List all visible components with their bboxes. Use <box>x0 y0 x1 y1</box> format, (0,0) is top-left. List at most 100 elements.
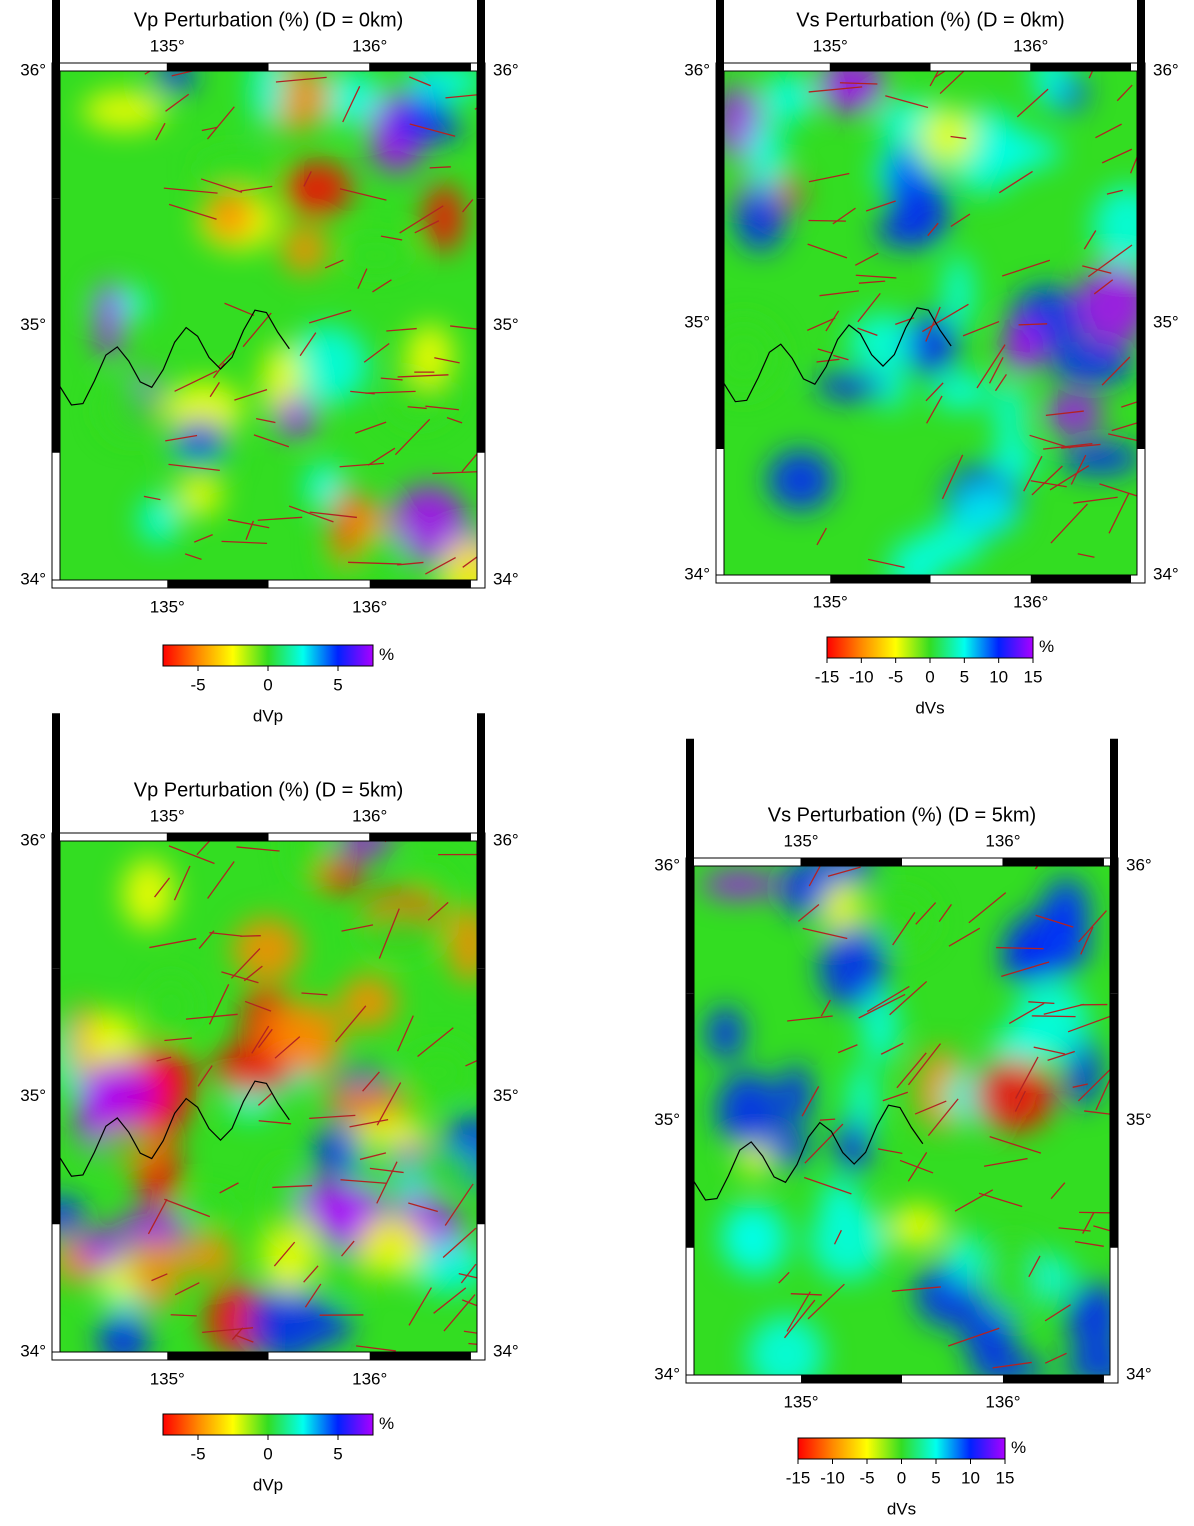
frame-segment <box>1003 1375 1104 1383</box>
y-tick-label: 36° <box>1126 855 1152 874</box>
y-tick-label: 34° <box>654 1364 680 1383</box>
colorbar-tick-label: 5 <box>931 1468 940 1487</box>
anomaly <box>816 371 886 400</box>
frame-segment <box>1031 63 1131 71</box>
colorbar-tick-label: 5 <box>960 667 969 686</box>
y-tick-label: 34° <box>1153 564 1179 583</box>
colorbar-tick-label: -5 <box>859 1468 874 1487</box>
x-tick-label: 135° <box>150 1369 185 1388</box>
anomaly <box>268 1163 301 1241</box>
frame-segment <box>167 63 268 71</box>
x-tick-label: 136° <box>352 36 387 55</box>
anomaly <box>81 1060 157 1128</box>
anomaly <box>1002 318 1043 376</box>
anomaly <box>889 538 942 597</box>
frame-segment <box>477 0 485 198</box>
frame-segment <box>167 580 268 588</box>
anomaly <box>707 1006 745 1060</box>
map-panel: Vs Perturbation (%) (D = 5km)135°135°136… <box>654 739 1151 1519</box>
map-panel: Vp Perturbation (%) (D = 0km)135°135°136… <box>20 0 518 725</box>
frame-segment <box>1110 739 1118 994</box>
frame-segment <box>1110 993 1118 1248</box>
x-tick-label: 135° <box>150 806 185 825</box>
anomaly <box>251 48 285 127</box>
fault-line <box>1032 1016 1076 1017</box>
panel-title: Vp Perturbation (%) (D = 5km) <box>134 779 404 801</box>
anomaly <box>406 324 454 387</box>
y-tick-label: 35° <box>493 315 519 334</box>
anomaly <box>747 120 785 195</box>
colorbar-tick-label: 5 <box>333 1444 342 1463</box>
x-tick-label: 136° <box>1013 592 1048 611</box>
anomaly <box>889 1204 946 1248</box>
colorbar-tick-label: 0 <box>263 675 272 694</box>
velocity-field <box>694 845 1138 1393</box>
x-tick-label: 136° <box>1013 36 1048 55</box>
anomaly <box>716 1072 781 1148</box>
anomaly <box>360 907 439 960</box>
x-tick-label: 136° <box>352 1369 387 1388</box>
y-tick-label: 36° <box>684 60 710 79</box>
y-tick-label: 34° <box>684 564 710 583</box>
anomaly <box>974 1058 1055 1132</box>
y-tick-label: 35° <box>493 1086 519 1105</box>
x-tick-label: 135° <box>813 592 848 611</box>
colorbar-tick-label: 0 <box>897 1468 906 1487</box>
anomaly <box>405 1045 473 1101</box>
frame-segment <box>167 1352 268 1360</box>
frame-segment <box>801 858 902 866</box>
frame-segment <box>477 713 485 969</box>
frame-segment <box>370 63 471 71</box>
colorbar-tick-label: 0 <box>263 1444 272 1463</box>
y-tick-label: 35° <box>1153 312 1179 331</box>
frame-segment <box>1031 575 1131 583</box>
anomaly <box>281 224 328 274</box>
colorbar-unit: % <box>1039 637 1054 656</box>
x-tick-label: 135° <box>150 597 185 616</box>
anomaly <box>205 189 253 241</box>
y-tick-label: 35° <box>1126 1110 1152 1129</box>
anomaly <box>196 154 275 185</box>
panel-title: Vs Perturbation (%) (D = 0km) <box>796 9 1064 31</box>
colorbar <box>798 1438 1005 1459</box>
anomaly <box>954 487 1018 537</box>
x-tick-label: 135° <box>150 36 185 55</box>
frame-segment <box>477 198 485 453</box>
y-tick-label: 34° <box>20 569 46 588</box>
y-tick-label: 35° <box>684 312 710 331</box>
x-tick-label: 135° <box>783 831 818 850</box>
anomaly <box>983 133 1061 170</box>
frame-segment <box>830 575 930 583</box>
colorbar-tick-label: -5 <box>888 667 903 686</box>
anomaly <box>180 1234 237 1277</box>
anomaly <box>931 373 991 410</box>
y-tick-label: 34° <box>20 1341 46 1360</box>
anomaly <box>810 1201 886 1280</box>
anomaly <box>232 918 302 982</box>
anomaly <box>920 108 975 164</box>
frame-segment <box>370 1352 471 1360</box>
colorbar-tick-label: 15 <box>996 1468 1015 1487</box>
colorbar-tick-label: -15 <box>786 1468 811 1487</box>
colorbar-tick-label: 10 <box>989 667 1008 686</box>
anomaly <box>995 381 1026 449</box>
fault-line <box>961 56 971 72</box>
x-tick-label: 136° <box>985 831 1020 850</box>
frame-segment <box>716 0 724 197</box>
y-tick-label: 34° <box>493 569 519 588</box>
colorbar-unit: % <box>379 1414 394 1433</box>
frame-segment <box>1003 858 1104 866</box>
x-tick-label: 136° <box>352 597 387 616</box>
map-panel: Vp Perturbation (%) (D = 5km) 135° 135° 136… <box>20 713 518 1494</box>
anomaly <box>1043 393 1103 433</box>
anomaly <box>77 1229 127 1269</box>
velocity-field <box>35 808 508 1367</box>
frame-segment <box>370 833 471 841</box>
anomaly <box>1066 1282 1122 1355</box>
anomaly <box>116 1212 190 1244</box>
colorbar-tick-label: 10 <box>961 1468 980 1487</box>
frame-segment <box>1137 0 1145 197</box>
anomaly <box>986 1242 1043 1320</box>
frame-segment <box>801 1375 902 1383</box>
